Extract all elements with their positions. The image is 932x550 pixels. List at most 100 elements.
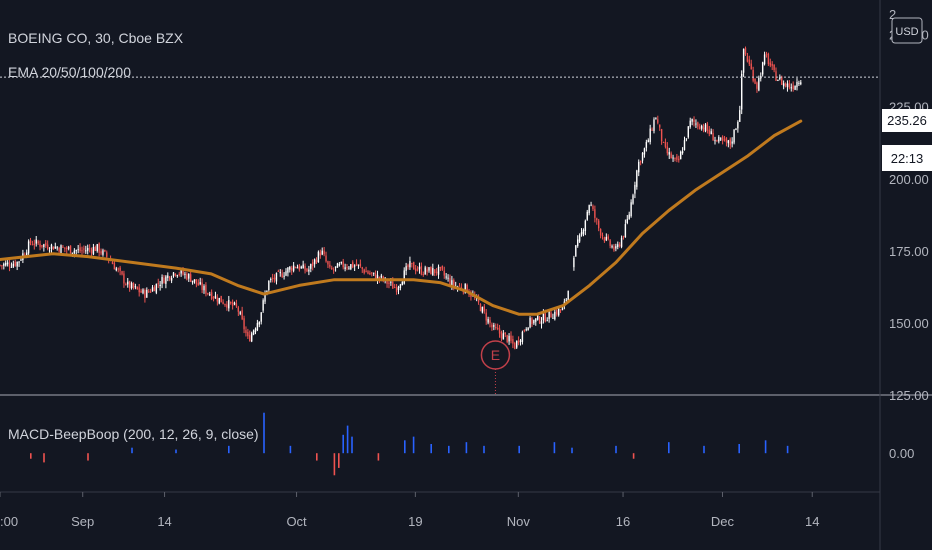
candle-body [102,250,104,255]
earnings-marker[interactable]: E [480,340,511,395]
indicator-legend[interactable]: EMA 20/50/100/200 [8,64,131,80]
candle-body [758,77,760,91]
candle-body [25,252,28,256]
candle-body [676,156,678,160]
candle-body [590,204,592,206]
countdown-tag: 22:13 [882,145,932,171]
candle-body [130,283,133,289]
candle-body [346,267,348,269]
candle-body [645,142,648,148]
currency-button[interactable]: USD [891,17,923,44]
candle-body [498,328,501,334]
candle-body [241,310,243,320]
candle-body [6,262,9,265]
candle-body [254,328,257,332]
macd-bar [483,445,485,454]
candle-body [352,262,354,268]
candle-body [191,280,194,283]
candle-body [740,73,743,110]
candle-body [517,340,520,344]
currency-button-frame[interactable] [891,17,923,44]
candle-body [298,265,301,270]
candle-body [594,209,596,218]
candle-body [262,300,264,311]
candle-body [73,250,76,254]
candle-body [603,237,606,241]
candle-body [319,252,322,256]
candle-body [445,276,447,278]
candle-body [218,297,220,304]
y-tick-label: 125.00 [889,388,929,403]
candle-body [69,245,72,254]
candle-body [735,128,737,130]
candle-body [413,262,415,270]
candle-body [344,267,346,270]
macd-bar [615,445,617,454]
candle-body [788,83,791,88]
candle-body [90,249,93,253]
candle-body [466,284,468,293]
currency-button-label[interactable]: USD [895,26,918,38]
candle-body [300,266,302,269]
candle-body [548,311,550,319]
candle-body [98,243,100,253]
candle-body [632,195,634,204]
candle-body [119,267,121,271]
candle-body [557,308,560,316]
macd-bar [738,444,740,454]
candle-body [121,271,123,275]
candle-body [355,263,358,266]
candle-body [350,264,352,270]
candle-body [504,332,506,335]
candle-body [83,248,85,250]
candle-body [397,286,400,290]
x-tick-label: 19 [408,514,422,529]
candle-body [533,320,535,324]
candle-body [546,320,548,322]
macd-bar [632,453,635,459]
candle-body [359,263,362,267]
x-tick-label: 14 [805,514,819,529]
macd-bar [346,425,349,454]
candle-body [674,157,676,159]
macd-bar [465,442,468,454]
x-tick-label: Oct [286,514,307,529]
candle-body [447,277,449,279]
macd-bar [377,453,380,461]
candle-body [636,170,638,187]
candle-body [622,236,625,238]
time-axis[interactable]: :00 Sep 14 Oct 19 Nov 16 Dec 14 [0,492,819,529]
macd-tick-label: 0.00 [889,446,914,461]
candle-body [178,273,180,275]
candle-body [8,264,11,267]
candle-body [485,312,487,321]
candle-body [392,281,394,289]
candle-body [798,82,800,84]
candle-body [222,302,224,304]
candle-body [464,283,466,293]
candle-body [424,267,426,275]
candle-body [666,146,669,154]
candle-body [706,123,709,131]
candle-body [275,272,278,282]
candle-body [113,263,116,270]
macd-bar [448,445,450,454]
candle-body [794,85,796,90]
candle-body [540,321,543,325]
symbol-title[interactable]: BOEING CO, 30, Cboe BZX [8,30,184,46]
countdown-tag-bg [882,145,932,171]
candle-body [639,160,642,163]
candle-body [264,294,266,302]
candle-body [403,270,405,284]
candle-body [230,301,232,304]
earnings-label: E [491,347,500,363]
macd-legend[interactable]: MACD-BeepBoop (200, 12, 26, 9, close) [8,426,259,442]
candle-body [52,246,55,250]
candle-body [491,324,493,328]
candle-body [626,219,628,223]
candle-body [367,271,369,274]
candle-body [638,161,640,173]
macd-bar [518,445,520,454]
candle-body [687,126,690,138]
